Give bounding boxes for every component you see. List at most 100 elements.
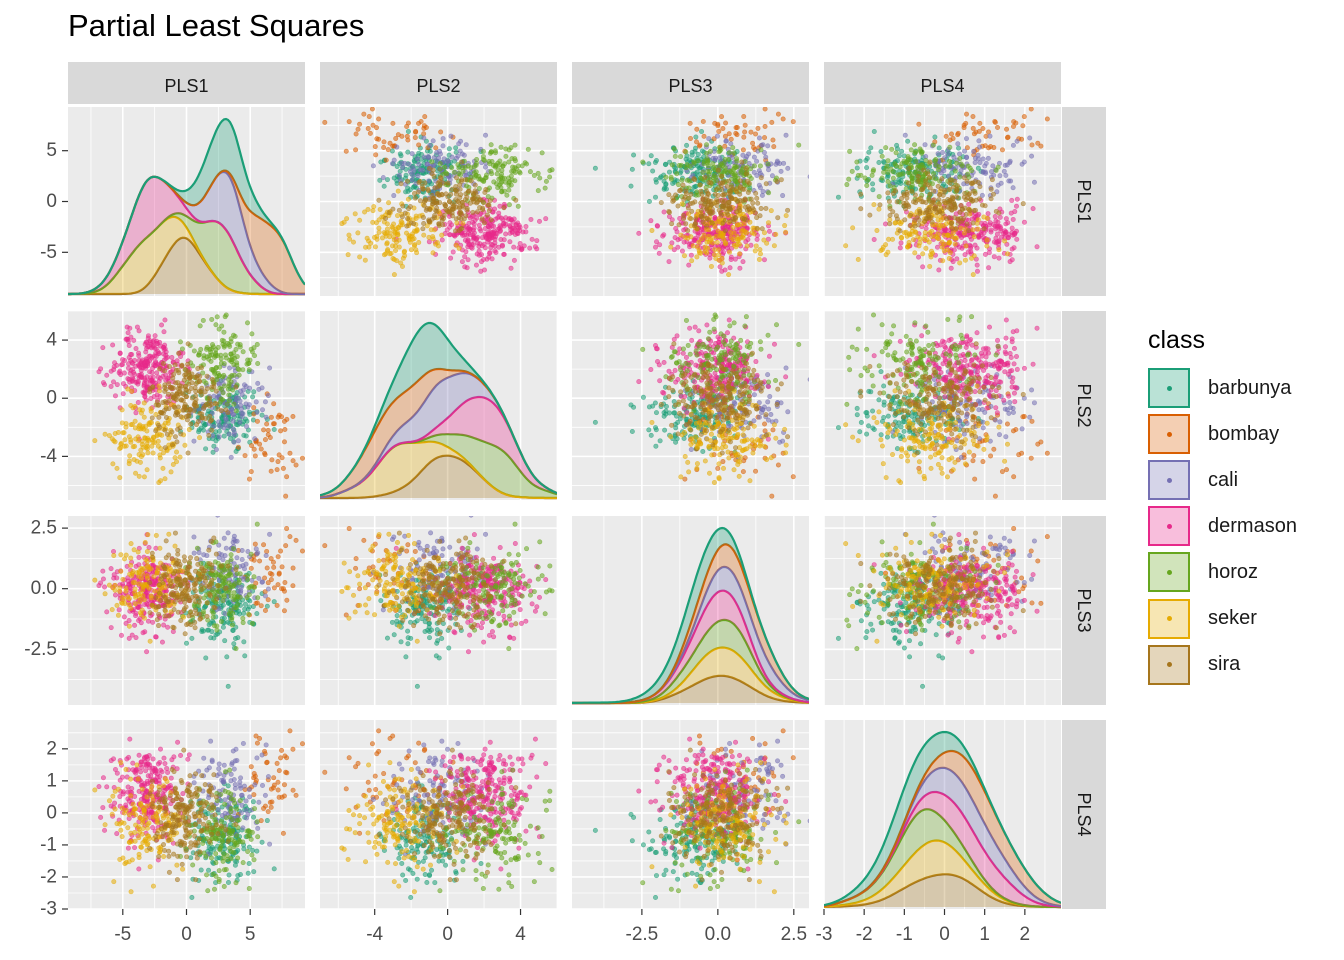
point-seker xyxy=(398,260,404,266)
point-horoz xyxy=(505,175,511,181)
point-bombay xyxy=(248,469,254,475)
point-bombay xyxy=(947,137,953,143)
column-strip-label: PLS3 xyxy=(668,76,712,96)
point-sira xyxy=(971,208,977,214)
point-sira xyxy=(501,205,507,211)
point-barbunya xyxy=(689,152,695,158)
point-horoz xyxy=(210,342,216,348)
point-sira xyxy=(735,199,741,205)
point-bombay xyxy=(720,126,726,132)
point-sira xyxy=(172,362,178,368)
point-sira xyxy=(173,412,179,418)
point-dermason xyxy=(152,333,158,339)
point-sira xyxy=(400,203,406,209)
point-seker xyxy=(391,272,397,278)
point-barbunya xyxy=(653,179,659,185)
point-horoz xyxy=(506,159,512,165)
point-bombay xyxy=(770,137,776,143)
point-sira xyxy=(708,202,714,208)
point-dermason xyxy=(501,237,507,243)
panel-PLS2-PLS2 xyxy=(320,311,557,500)
point-seker xyxy=(153,411,159,417)
point-horoz xyxy=(493,162,499,168)
point-dermason xyxy=(157,375,163,381)
point-sira xyxy=(921,167,927,173)
point-seker xyxy=(135,434,141,440)
point-bombay xyxy=(268,414,274,420)
point-dermason xyxy=(128,334,134,340)
point-seker xyxy=(752,248,758,254)
point-horoz xyxy=(177,339,183,345)
point-dermason xyxy=(666,259,672,265)
point-sira xyxy=(456,215,462,221)
point-sira xyxy=(966,191,972,197)
point-cali xyxy=(785,165,791,171)
point-dermason xyxy=(936,267,942,273)
point-horoz xyxy=(766,190,772,196)
point-dermason xyxy=(497,203,503,209)
point-seker xyxy=(391,221,397,227)
point-seker xyxy=(158,478,164,484)
point-barbunya xyxy=(378,159,384,165)
point-dermason xyxy=(692,324,698,330)
point-cali xyxy=(761,150,767,156)
point-horoz xyxy=(879,175,885,181)
point-barbunya xyxy=(391,175,397,181)
point-barbunya xyxy=(956,145,962,151)
density-fill-horoz xyxy=(68,213,305,294)
point-seker xyxy=(364,235,370,241)
density-line-barbunya xyxy=(68,117,305,296)
point-cali xyxy=(254,409,260,415)
point-bombay xyxy=(287,450,293,456)
point-horoz xyxy=(531,172,537,178)
point-sira xyxy=(420,186,426,192)
point-sira xyxy=(899,196,905,202)
point-horoz xyxy=(957,174,963,180)
point-sira xyxy=(449,210,455,216)
point-sira xyxy=(686,195,692,201)
point-sira xyxy=(688,191,694,197)
point-barbunya xyxy=(648,432,654,438)
point-barbunya xyxy=(646,198,652,204)
point-horoz xyxy=(993,167,999,173)
point-horoz xyxy=(757,339,763,345)
point-dermason xyxy=(660,389,666,395)
point-sira xyxy=(453,191,459,197)
point-sira xyxy=(416,179,422,185)
point-dermason xyxy=(871,237,877,243)
point-dermason xyxy=(494,231,500,237)
point-dermason xyxy=(972,242,978,248)
point-sira xyxy=(754,195,760,201)
point-seker xyxy=(405,196,411,202)
point-sira xyxy=(169,392,175,398)
point-cali xyxy=(769,173,775,179)
point-bombay xyxy=(254,418,260,424)
point-bombay xyxy=(390,120,396,126)
point-seker xyxy=(744,243,750,249)
point-bombay xyxy=(367,130,373,136)
point-sira xyxy=(488,217,494,223)
point-bombay xyxy=(916,121,922,127)
point-bombay xyxy=(726,131,732,137)
point-dermason xyxy=(447,220,453,226)
point-dermason xyxy=(1002,228,1008,234)
point-sira xyxy=(396,207,402,213)
point-cali xyxy=(712,157,718,163)
point-cali xyxy=(448,133,454,139)
point-bombay xyxy=(734,124,740,130)
point-barbunya xyxy=(672,179,678,185)
point-sira xyxy=(436,221,442,227)
point-cali xyxy=(756,135,762,141)
point-dermason xyxy=(147,369,153,375)
point-sira xyxy=(942,200,948,206)
point-cali xyxy=(263,414,269,420)
point-seker xyxy=(160,450,166,456)
point-sira xyxy=(454,175,460,181)
point-sira xyxy=(175,367,181,373)
point-bombay xyxy=(964,111,970,117)
point-barbunya xyxy=(631,152,637,158)
point-seker xyxy=(125,386,131,392)
point-horoz xyxy=(449,165,455,171)
point-barbunya xyxy=(653,158,659,164)
point-barbunya xyxy=(876,159,882,165)
